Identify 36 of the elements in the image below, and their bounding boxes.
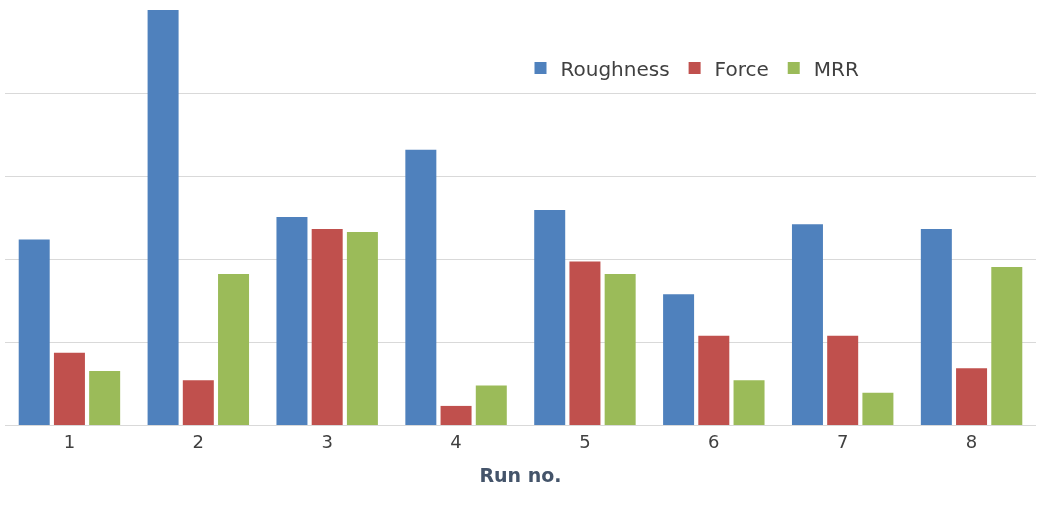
x-tick-label: 6 [708,430,720,452]
bar [956,368,988,425]
bar [53,352,85,425]
legend-label: MRR [813,56,859,81]
x-tick-label: 5 [579,430,591,452]
bar [920,229,952,425]
bar [147,10,179,425]
x-tick-label: 7 [836,430,849,452]
bar [182,380,214,425]
bar [311,229,343,425]
bar [346,232,378,425]
bar [440,405,472,425]
x-tick-label: 8 [965,430,978,452]
bar [733,380,765,425]
bar [827,335,859,425]
bar [663,294,695,425]
legend-label: Force [714,56,769,81]
bar [18,239,50,425]
bar [475,385,507,425]
bar [569,261,601,425]
legend-label: Roughness [560,56,670,81]
bar [405,149,437,425]
bar [991,266,1023,425]
x-axis-title: Run no. [479,464,562,487]
bar [862,392,894,425]
bar [604,273,636,425]
x-tick-label: 3 [321,430,333,452]
bar [89,371,121,425]
x-tick-label: 2 [192,430,205,452]
x-tick-label: 1 [63,430,76,452]
bar [791,224,823,425]
bar [698,335,730,425]
bar [534,210,566,425]
bar [218,273,250,425]
x-tick-label: 4 [450,430,462,452]
bar [276,217,308,425]
